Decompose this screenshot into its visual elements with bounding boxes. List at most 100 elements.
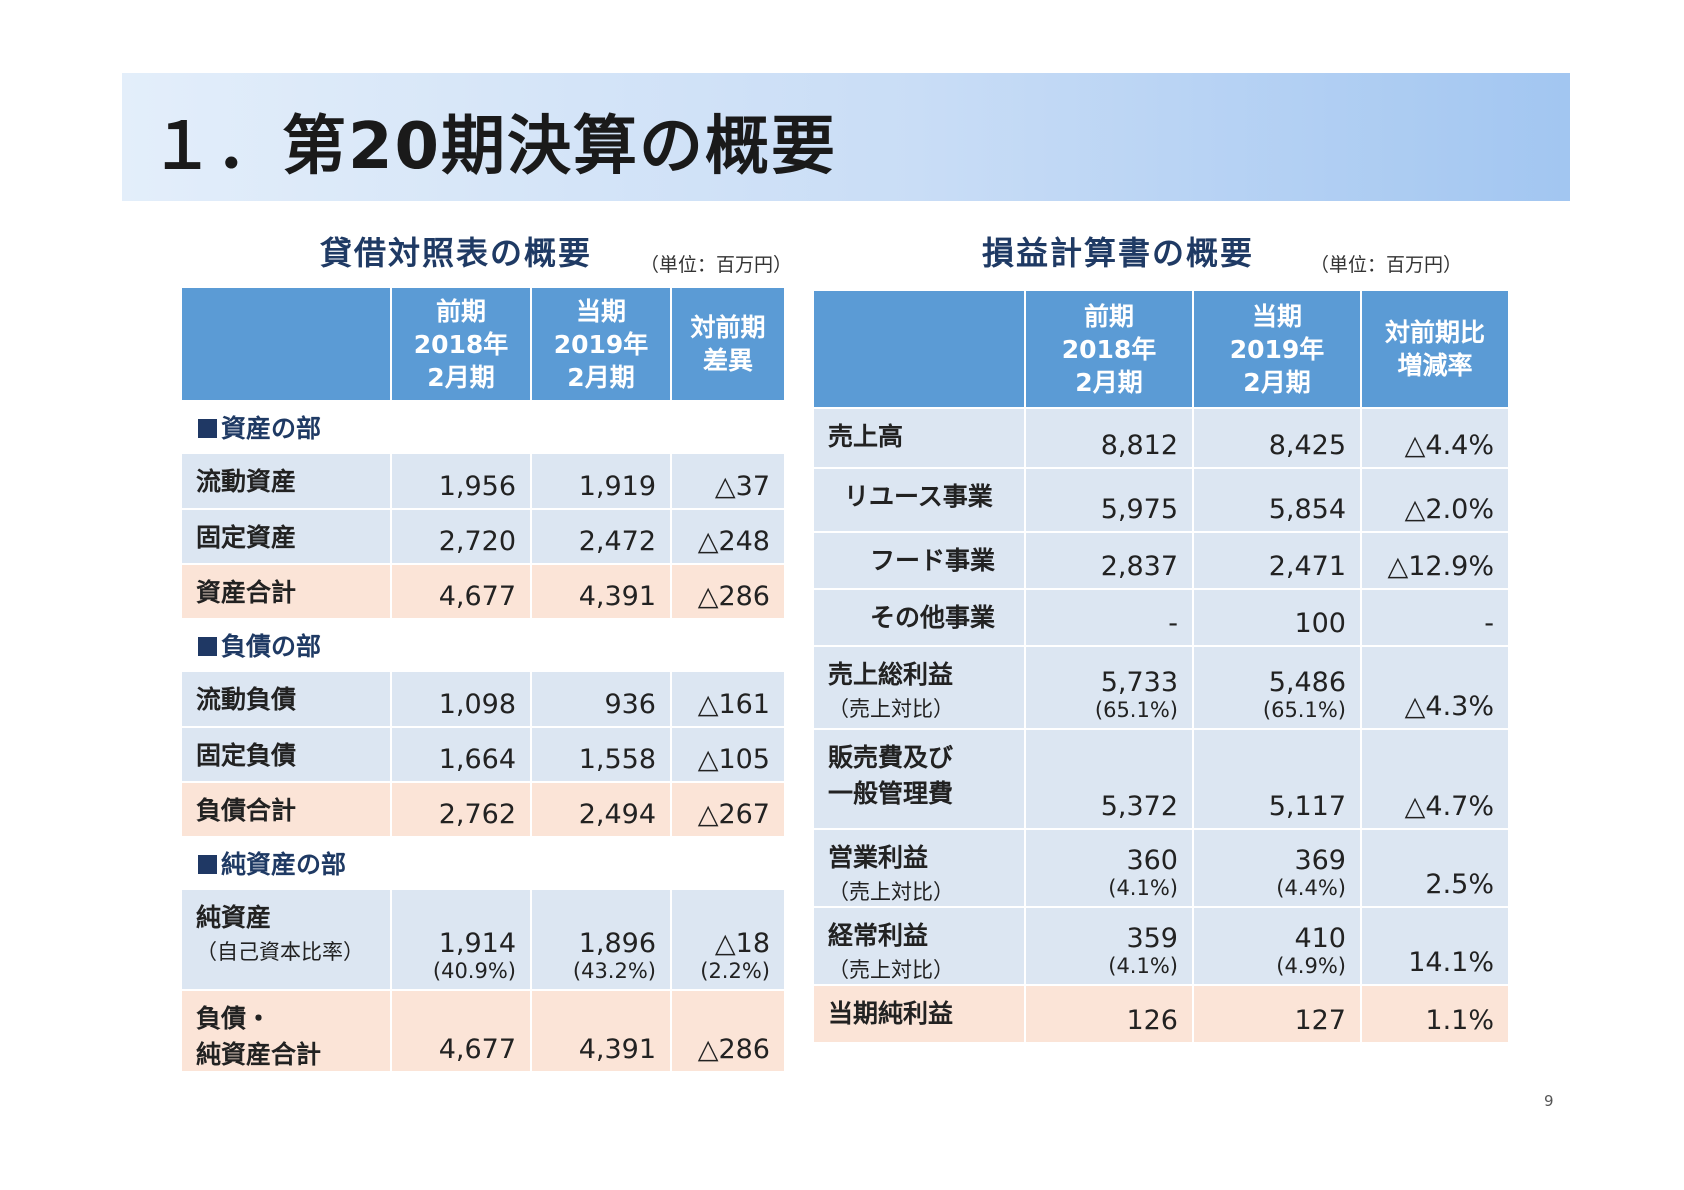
is-value-text: -	[1168, 608, 1178, 639]
title-bar: １．第20期決算の概要	[122, 73, 1570, 201]
bs-value-text: △37	[714, 471, 770, 502]
is-value-text: 14.1%	[1408, 947, 1494, 978]
is-value-text: 8,812	[1100, 430, 1178, 461]
bs-value-curr: 936	[530, 670, 672, 728]
is-value-rate: -	[1360, 588, 1510, 647]
is-value-pct: (65.1%)	[1262, 698, 1346, 722]
is-row-label-text: フード事業	[870, 546, 996, 575]
bs-section-row: 負債の部	[180, 618, 786, 672]
bs-section-title: 純資産の部	[221, 850, 347, 879]
bs-section-row: 資産の部	[180, 400, 786, 454]
bs-value-prev: 2,762	[390, 781, 532, 838]
is-row-label-text: 当期純利益	[828, 999, 954, 1028]
is-value-text: 5,854	[1268, 494, 1346, 525]
bs-row-label-text: 純資産	[196, 903, 272, 932]
bs-value-text: △286	[697, 1034, 770, 1065]
balance-sheet-heading: 貸借対照表の概要	[320, 234, 593, 272]
is-value-prev: 2,837	[1024, 531, 1194, 590]
bs-value-text: 936	[604, 689, 656, 720]
bs-value-text: △105	[697, 744, 770, 775]
bs-value-text: △161	[697, 689, 770, 720]
is-row-label-text: 営業利益	[828, 843, 929, 872]
bs-value-prev: 1,098	[390, 670, 532, 728]
bs-row-label-text: 資産合計	[196, 578, 297, 607]
bs-header-cell	[180, 286, 392, 402]
bs-row-label-text: 負債合計	[196, 796, 297, 825]
table-row: 固定負債 1,664 1,558 △105	[180, 726, 786, 783]
bs-row-label: 純資産 （自己資本比率）	[180, 888, 392, 991]
square-bullet-icon	[198, 637, 217, 656]
income-statement-table: 前期 2018年 2月期 当期 2019年 2月期 対前期比 増減率 売上高 8,81…	[812, 289, 1510, 1044]
bs-section-label: 負債の部	[180, 618, 786, 672]
bs-value-prev: 4,677	[390, 989, 532, 1073]
bs-value-pct: (2.2%)	[700, 959, 770, 983]
bs-value-diff: △105	[670, 726, 786, 783]
is-value-rate: 2.5%	[1360, 828, 1510, 908]
is-row-label: フード事業	[812, 531, 1026, 590]
is-value-text: 5,486	[1268, 667, 1346, 698]
is-row-label-text: リユース事業	[844, 482, 993, 511]
is-header-cell	[812, 289, 1026, 409]
table-row: 流動資産 1,956 1,919 △37	[180, 452, 786, 510]
bs-value-text: 1,896	[578, 928, 656, 959]
bs-value-prev: 2,720	[390, 508, 532, 565]
is-row-label-text: 売上総利益	[828, 660, 954, 689]
bs-row-sublabel: （自己資本比率）	[196, 940, 364, 964]
bs-header-cell: 前期 2018年 2月期	[390, 286, 532, 402]
bs-value-text: △286	[697, 581, 770, 612]
bs-value-text: 4,677	[438, 581, 516, 612]
bs-value-text: △267	[697, 799, 770, 830]
bs-value-diff: △37	[670, 452, 786, 510]
is-value-curr: 100	[1192, 588, 1362, 647]
bs-value-text: 4,677	[438, 1034, 516, 1065]
is-value-prev: 5,372	[1024, 728, 1194, 830]
is-value-rate: 1.1%	[1360, 984, 1510, 1044]
is-value-pct: (65.1%)	[1094, 698, 1178, 722]
is-value-rate: △4.4%	[1360, 407, 1510, 469]
is-value-text: △12.9%	[1387, 551, 1494, 582]
bs-value-text: 1,558	[578, 744, 656, 775]
is-value-text: △4.4%	[1404, 430, 1494, 461]
is-value-pct: (4.9%)	[1276, 954, 1346, 978]
bs-row-label-text: 流動資産	[196, 467, 297, 496]
bs-value-text: 2,720	[438, 526, 516, 557]
is-value-text: 359	[1126, 923, 1178, 954]
is-header-cell: 当期 2019年 2月期	[1192, 289, 1362, 409]
bs-row-label-text: 負債・ 純資産合計	[196, 1004, 322, 1069]
bs-value-prev: 1,664	[390, 726, 532, 783]
is-value-text: 5,975	[1100, 494, 1178, 525]
is-header-cell: 対前期比 増減率	[1360, 289, 1510, 409]
is-value-curr: 127	[1192, 984, 1362, 1044]
balance-sheet-table: 前期 2018年 2月期 当期 2019年 2月期 対前期 差異 資産の部流動資産 1…	[180, 286, 786, 1073]
bs-value-text: 1,956	[438, 471, 516, 502]
is-row-label: 当期純利益	[812, 984, 1026, 1044]
is-value-text: 410	[1294, 923, 1346, 954]
is-row-label: 経常利益 （売上対比）	[812, 906, 1026, 986]
is-value-text: △4.3%	[1404, 691, 1494, 722]
table-row: 売上高 8,812 8,425 △4.4%	[812, 407, 1510, 469]
bs-value-text: 4,391	[578, 1034, 656, 1065]
is-value-prev: 360 (4.1%)	[1024, 828, 1194, 908]
is-value-prev: 5,975	[1024, 467, 1194, 533]
bs-section-title: 負債の部	[221, 632, 322, 661]
is-value-rate: △4.3%	[1360, 645, 1510, 730]
bs-row-label-text: 固定負債	[196, 741, 297, 770]
is-value-curr: 2,471	[1192, 531, 1362, 590]
table-row: 当期純利益 126 127 1.1%	[812, 984, 1510, 1044]
is-value-text: 127	[1294, 1005, 1346, 1036]
bs-header-cell: 当期 2019年 2月期	[530, 286, 672, 402]
is-value-text: 2,471	[1268, 551, 1346, 582]
bs-value-pct: (43.2%)	[572, 959, 656, 983]
is-row-sublabel: （売上対比）	[828, 880, 954, 904]
table-row: 販売費及び 一般管理費 5,372 5,117 △4.7%	[812, 728, 1510, 830]
bs-value-prev: 4,677	[390, 563, 532, 620]
table-row: 売上総利益 （売上対比） 5,733 (65.1%) 5,486 (65.1%) △4.3%	[812, 645, 1510, 730]
bs-header-cell: 対前期 差異	[670, 286, 786, 402]
is-value-prev: -	[1024, 588, 1194, 647]
bs-value-text: 1,664	[438, 744, 516, 775]
bs-row-label: 負債・ 純資産合計	[180, 989, 392, 1073]
bs-row-label: 負債合計	[180, 781, 392, 838]
bs-value-curr: 1,558	[530, 726, 672, 783]
table-row: フード事業 2,837 2,471 △12.9%	[812, 531, 1510, 590]
table-row: その他事業 - 100 -	[812, 588, 1510, 647]
